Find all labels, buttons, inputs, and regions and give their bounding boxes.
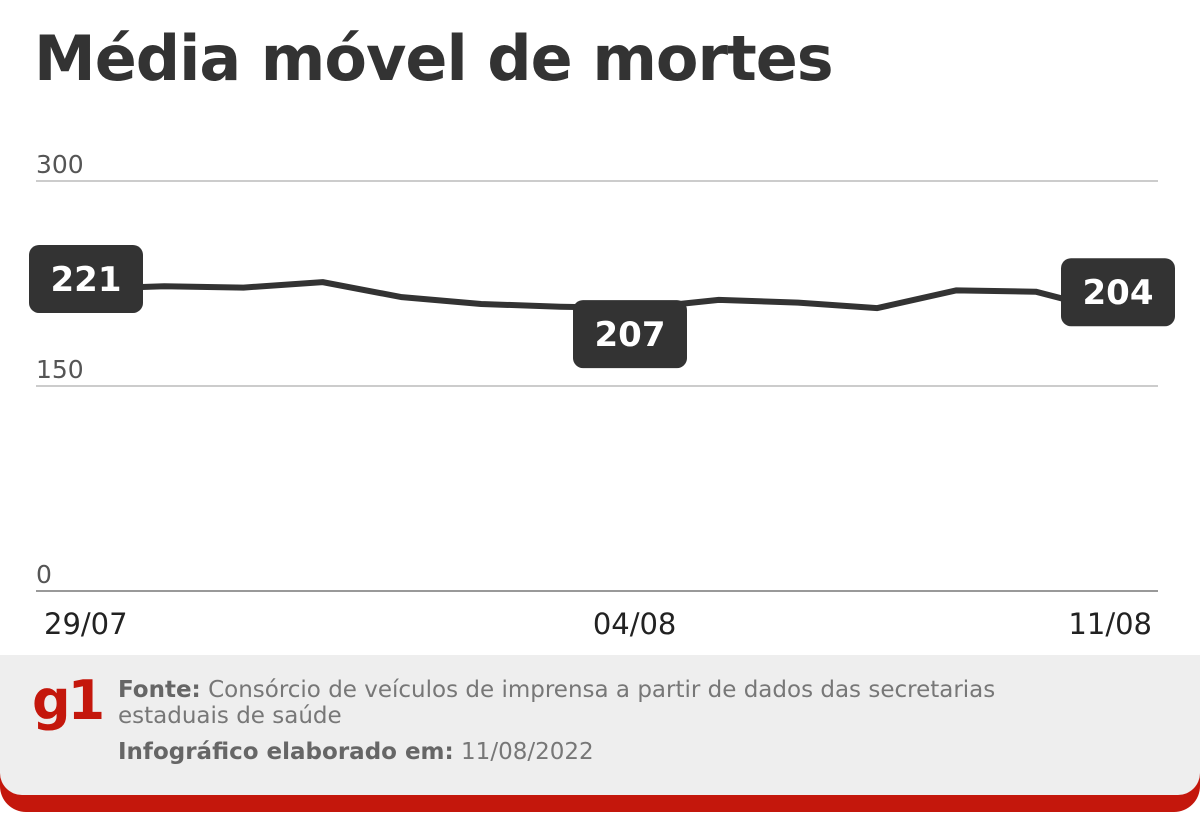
x-tick-label: 29/07 (44, 607, 128, 641)
data-label-box (1061, 258, 1175, 327)
data-label: 207 (595, 315, 666, 355)
data-label: 221 (51, 260, 122, 300)
y-tick-label: 0 (36, 560, 52, 589)
source-text: Consórcio de veículos de imprensa a part… (208, 677, 996, 703)
data-label: 204 (1083, 273, 1154, 313)
source-label: Fonte: (118, 677, 201, 703)
data-label-box (573, 300, 687, 369)
footer-panel: g1 Fonte: Consórcio de veículos de impre… (0, 655, 1200, 795)
line-chart: 0 150 300 29/07 04/08 11/08 221 207 204 (29, 150, 1175, 641)
data-label-box (29, 244, 143, 313)
date-label: Infográfico elaborado em: (118, 739, 454, 765)
g1-logo: g1 (32, 669, 105, 732)
footer: g1 Fonte: Consórcio de veículos de impre… (0, 655, 1200, 812)
x-tick-label: 11/08 (1068, 607, 1152, 641)
y-tick-label: 300 (36, 150, 84, 179)
source-line: Fonte: Consórcio de veículos de imprensa… (118, 677, 995, 703)
source-text-2: estaduais de saúde (118, 703, 342, 729)
date-line: Infográfico elaborado em: 11/08/2022 (118, 739, 594, 765)
y-tick-label: 150 (36, 355, 84, 384)
x-tick-label: 04/08 (593, 607, 677, 641)
chart-title: Média móvel de mortes (34, 22, 834, 95)
date-value: 11/08/2022 (461, 739, 594, 765)
